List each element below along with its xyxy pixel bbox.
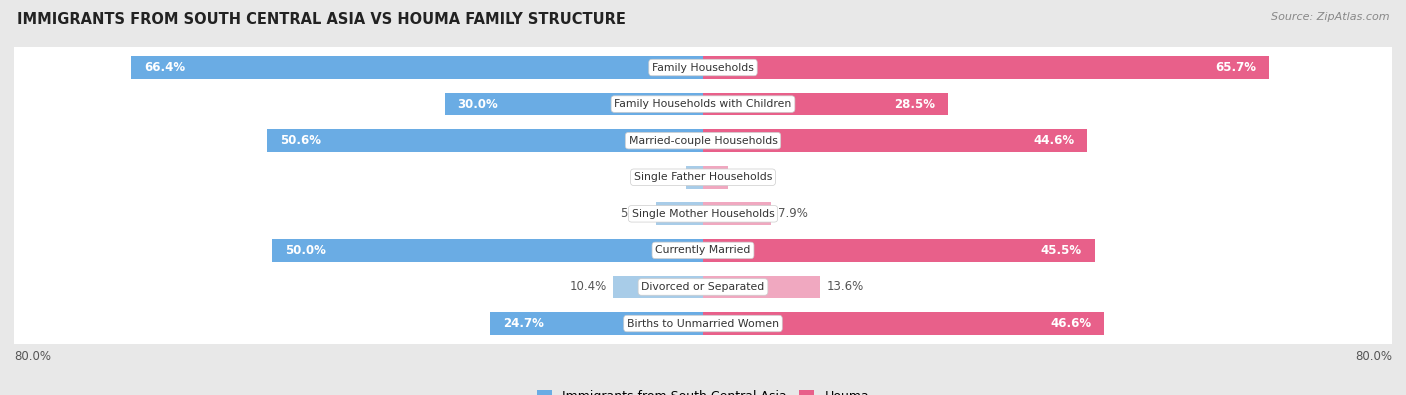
FancyBboxPatch shape — [11, 149, 1395, 206]
FancyBboxPatch shape — [11, 112, 1395, 169]
Text: 7.9%: 7.9% — [778, 207, 808, 220]
Bar — [703, 276, 820, 298]
Text: 80.0%: 80.0% — [14, 350, 51, 363]
Text: 50.6%: 50.6% — [280, 134, 321, 147]
Text: Source: ZipAtlas.com: Source: ZipAtlas.com — [1271, 12, 1389, 22]
Text: Family Households with Children: Family Households with Children — [614, 99, 792, 109]
Text: 30.0%: 30.0% — [457, 98, 498, 111]
Text: Divorced or Separated: Divorced or Separated — [641, 282, 765, 292]
Text: Currently Married: Currently Married — [655, 245, 751, 256]
FancyBboxPatch shape — [11, 258, 1395, 316]
Bar — [267, 129, 703, 152]
FancyBboxPatch shape — [11, 295, 1395, 352]
Text: Single Mother Households: Single Mother Households — [631, 209, 775, 219]
Text: 50.0%: 50.0% — [285, 244, 326, 257]
Text: 80.0%: 80.0% — [1355, 350, 1392, 363]
Text: 2.0%: 2.0% — [650, 171, 679, 184]
Bar — [703, 312, 1104, 335]
FancyBboxPatch shape — [11, 75, 1395, 133]
Text: Married-couple Households: Married-couple Households — [628, 135, 778, 146]
Bar — [613, 276, 703, 298]
Text: 13.6%: 13.6% — [827, 280, 865, 293]
Bar — [273, 239, 703, 262]
FancyBboxPatch shape — [11, 222, 1395, 279]
Text: IMMIGRANTS FROM SOUTH CENTRAL ASIA VS HOUMA FAMILY STRUCTURE: IMMIGRANTS FROM SOUTH CENTRAL ASIA VS HO… — [17, 12, 626, 27]
Text: 66.4%: 66.4% — [143, 61, 186, 74]
Bar — [703, 129, 1087, 152]
Text: 24.7%: 24.7% — [503, 317, 544, 330]
Text: Family Households: Family Households — [652, 62, 754, 73]
Bar — [703, 203, 770, 225]
Text: 10.4%: 10.4% — [569, 280, 606, 293]
Bar — [703, 239, 1095, 262]
Bar — [491, 312, 703, 335]
Text: Single Father Households: Single Father Households — [634, 172, 772, 182]
FancyBboxPatch shape — [11, 185, 1395, 243]
FancyBboxPatch shape — [11, 39, 1395, 96]
Bar — [657, 203, 703, 225]
Text: 46.6%: 46.6% — [1050, 317, 1091, 330]
Text: 5.4%: 5.4% — [620, 207, 650, 220]
Bar — [703, 166, 728, 188]
Text: 28.5%: 28.5% — [894, 98, 935, 111]
Bar — [703, 93, 949, 115]
Text: 44.6%: 44.6% — [1033, 134, 1074, 147]
Text: 2.9%: 2.9% — [735, 171, 765, 184]
Bar — [444, 93, 703, 115]
Text: Births to Unmarried Women: Births to Unmarried Women — [627, 318, 779, 329]
Bar — [131, 56, 703, 79]
Bar — [703, 56, 1268, 79]
Bar — [686, 166, 703, 188]
Legend: Immigrants from South Central Asia, Houma: Immigrants from South Central Asia, Houm… — [537, 389, 869, 395]
Text: 65.7%: 65.7% — [1215, 61, 1256, 74]
Text: 45.5%: 45.5% — [1040, 244, 1083, 257]
